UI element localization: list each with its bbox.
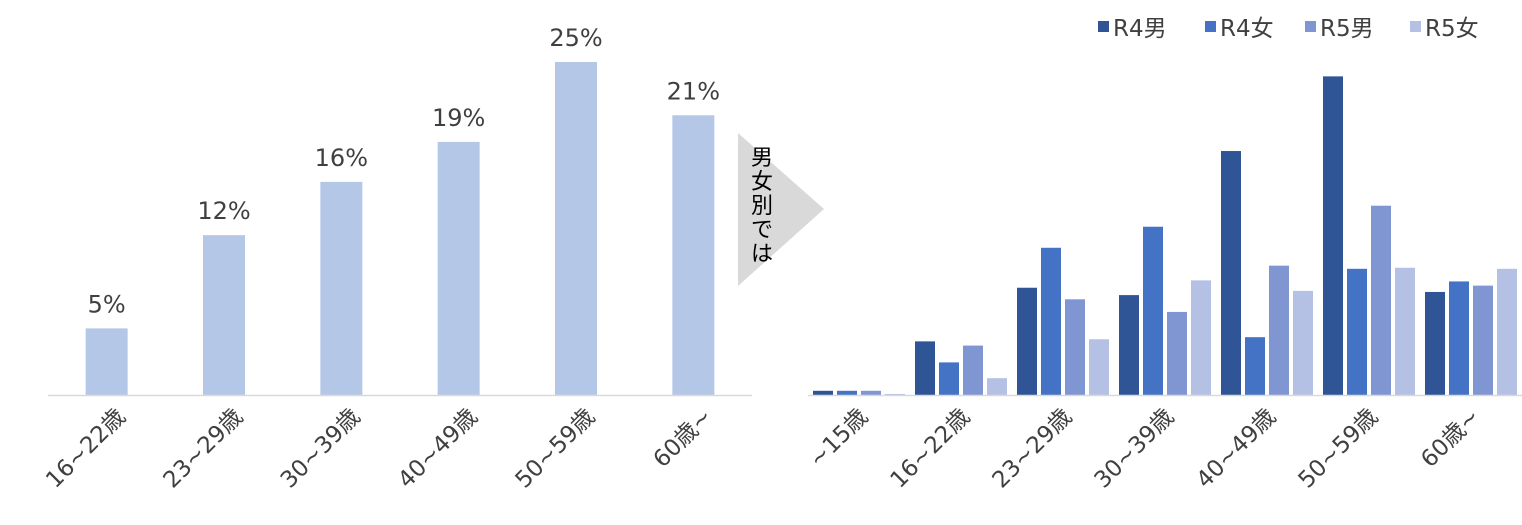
overall-bar <box>555 62 597 395</box>
series-bar-2 <box>1041 247 1061 395</box>
series-bar-2 <box>939 362 959 395</box>
data-label: 19% <box>432 104 485 132</box>
x-tick-label: 23~29歳 <box>988 404 1078 494</box>
x-tick-label: 60歳~ <box>1416 404 1485 473</box>
series-bar-2 <box>1245 337 1265 395</box>
series-bar-1 <box>915 341 935 395</box>
x-tick-label: 60歳~ <box>649 404 718 473</box>
series-bar-1 <box>1221 151 1241 395</box>
series-bar-1 <box>1323 76 1343 395</box>
x-tick-label: 16~22歳 <box>886 404 976 494</box>
x-tick-label: 30~39歳 <box>276 404 366 494</box>
x-tick-label: 50~59歳 <box>1294 404 1384 494</box>
x-tick-label: 16~22歳 <box>41 404 131 494</box>
series-bar-4 <box>987 378 1007 395</box>
series-bar-2 <box>1347 268 1367 395</box>
legend-swatch <box>1305 21 1316 32</box>
x-tick-label: 40~49歳 <box>1192 404 1282 494</box>
transition-text: 男女別では <box>751 146 773 267</box>
series-bar-3 <box>1167 311 1187 395</box>
series-bar-3 <box>1473 285 1493 395</box>
legend-swatch <box>1410 21 1421 32</box>
series-bar-2 <box>1449 281 1469 395</box>
series-bar-2 <box>837 390 857 395</box>
series-bar-1 <box>813 390 833 395</box>
x-tick-label: 30~39歳 <box>1090 404 1180 494</box>
series-bar-2 <box>1143 226 1163 395</box>
series-bar-4 <box>1191 280 1211 395</box>
x-tick-label: 40~49歳 <box>393 404 483 494</box>
overall-bar <box>672 115 715 395</box>
series-bar-1 <box>1425 291 1445 395</box>
series-bar-4 <box>1497 268 1517 395</box>
series-bar-3 <box>1371 205 1391 395</box>
overall-bar <box>437 141 480 395</box>
series-bar-1 <box>1119 295 1139 395</box>
data-label: 5% <box>88 290 126 318</box>
legend-label: R5女 <box>1425 16 1479 42</box>
series-bar-4 <box>1293 290 1313 395</box>
series-bar-3 <box>861 390 881 395</box>
legend-label: R4女 <box>1220 16 1274 42</box>
series-bar-3 <box>1065 299 1085 395</box>
overall-bar <box>85 328 128 395</box>
x-tick-label: 50~59歳 <box>511 404 601 494</box>
overall-bar <box>320 181 363 395</box>
series-bar-4 <box>1089 339 1109 395</box>
transition-arrow <box>738 133 824 286</box>
series-bar-4 <box>885 393 905 395</box>
series-bar-4 <box>1395 267 1415 395</box>
series-bar-3 <box>963 345 983 395</box>
data-label: 25% <box>549 24 602 52</box>
legend-swatch <box>1205 21 1216 32</box>
series-bar-3 <box>1269 265 1289 395</box>
x-tick-label: 23~29歳 <box>159 404 249 494</box>
overall-bar <box>203 235 245 395</box>
x-tick-label: ~15歳 <box>804 404 873 473</box>
series-bar-1 <box>1017 287 1037 395</box>
data-label: 21% <box>667 77 720 105</box>
legend-label: R4男 <box>1113 16 1167 42</box>
data-label: 16% <box>315 144 368 172</box>
legend-label: R5男 <box>1320 16 1374 42</box>
data-label: 12% <box>197 197 250 225</box>
legend-swatch <box>1098 21 1109 32</box>
